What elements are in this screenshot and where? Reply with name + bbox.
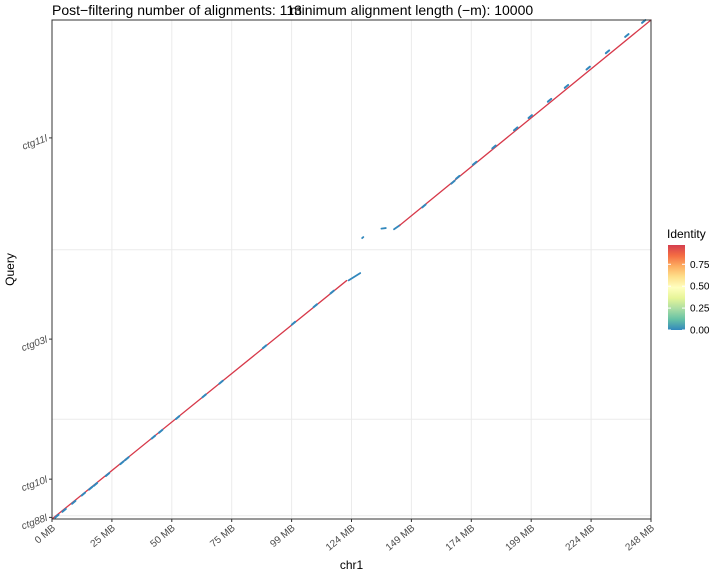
x-tick-label-2: 50 MB <box>149 523 178 550</box>
low-identity-point-22 <box>491 144 497 150</box>
low-identity-point-7 <box>119 460 125 466</box>
low-identity-point-6 <box>104 472 111 477</box>
x-tick-label-6: 149 MB <box>384 523 418 554</box>
low-identity-point-13 <box>218 379 224 385</box>
alignment-segment-3 <box>380 227 387 230</box>
low-identity-point-29 <box>624 33 630 38</box>
low-identity-point-4 <box>87 485 94 491</box>
low-identity-point-14 <box>261 344 268 350</box>
alignment-segment-4 <box>393 224 401 231</box>
low-identity-point-19 <box>450 179 456 185</box>
title-line-0-1: minimum alignment length (−m): 10000 <box>290 2 533 18</box>
low-identity-point-23 <box>513 126 519 132</box>
low-identity-point-26 <box>563 83 570 89</box>
x-tick-label-10: 248 MB <box>623 523 657 554</box>
low-identity-point-12 <box>201 393 207 399</box>
x-axis: 0 MB 25 MB 50 MB 75 MB 99 MB 124 MB 149 MB 174 … <box>33 519 657 553</box>
low-identity-point-11 <box>174 415 181 420</box>
x-tick-label-3: 75 MB <box>208 523 237 550</box>
low-identity-point-27 <box>585 65 591 71</box>
y-tick-label-1: ctg10l <box>20 474 50 494</box>
low-identity-point-24 <box>527 114 533 119</box>
low-identity-point-10 <box>157 428 164 434</box>
low-identity-point-3 <box>80 491 87 497</box>
alignment-segment-0 <box>51 279 348 520</box>
legend-tick-label-0: 0.00 <box>690 326 710 337</box>
low-identity-point-2 <box>71 499 77 505</box>
title-line-0-0: Post−filtering number of alignments: 113 <box>52 2 302 18</box>
alignment-segment-5 <box>399 19 652 226</box>
legend-colorbar <box>668 245 685 330</box>
legend-tick-label-3: 0.75 <box>690 260 710 271</box>
legend-tick-label-1: 0.25 <box>690 304 710 315</box>
alignment-segment-1 <box>347 272 362 282</box>
low-identity-point-15 <box>290 320 297 326</box>
grid-lines <box>51 20 652 519</box>
low-identity-point-25 <box>546 97 553 103</box>
x-axis-title: chr1 <box>340 558 364 572</box>
x-tick-label-8: 199 MB <box>504 523 538 554</box>
low-identity-point-28 <box>604 49 611 55</box>
alignment-segment-2 <box>361 236 365 240</box>
x-tick-label-7: 174 MB <box>444 523 478 554</box>
y-tick-label-2: ctg03l <box>20 334 50 354</box>
low-identity-point-9 <box>150 434 157 440</box>
low-identity-point-20 <box>455 174 461 180</box>
low-identity-point-17 <box>329 289 335 295</box>
y-axis-title: Query <box>3 253 17 286</box>
x-tick-label-5: 124 MB <box>324 523 358 554</box>
x-tick-label-1: 25 MB <box>89 523 118 550</box>
x-tick-label-4: 99 MB <box>268 523 297 550</box>
low-identity-point-16 <box>312 303 318 309</box>
alignment-segments <box>51 19 652 520</box>
legend-tick-label-2: 0.50 <box>690 282 710 293</box>
contig-boundaries <box>52 249 651 517</box>
low-identity-point-5 <box>92 481 99 487</box>
low-identity-point-18 <box>421 203 427 209</box>
low-identity-point-21 <box>471 160 478 166</box>
low-identity-point-0 <box>54 513 60 519</box>
legend-title: Identity <box>667 227 706 241</box>
x-tick-label-9: 224 MB <box>564 523 598 554</box>
low-identity-point-1 <box>61 507 67 513</box>
y-tick-label-3: ctg11l <box>21 133 50 152</box>
low-identity-point-8 <box>124 456 130 462</box>
identity-legend: Identity 0.00 0.25 0.50 0.75 <box>667 227 710 337</box>
